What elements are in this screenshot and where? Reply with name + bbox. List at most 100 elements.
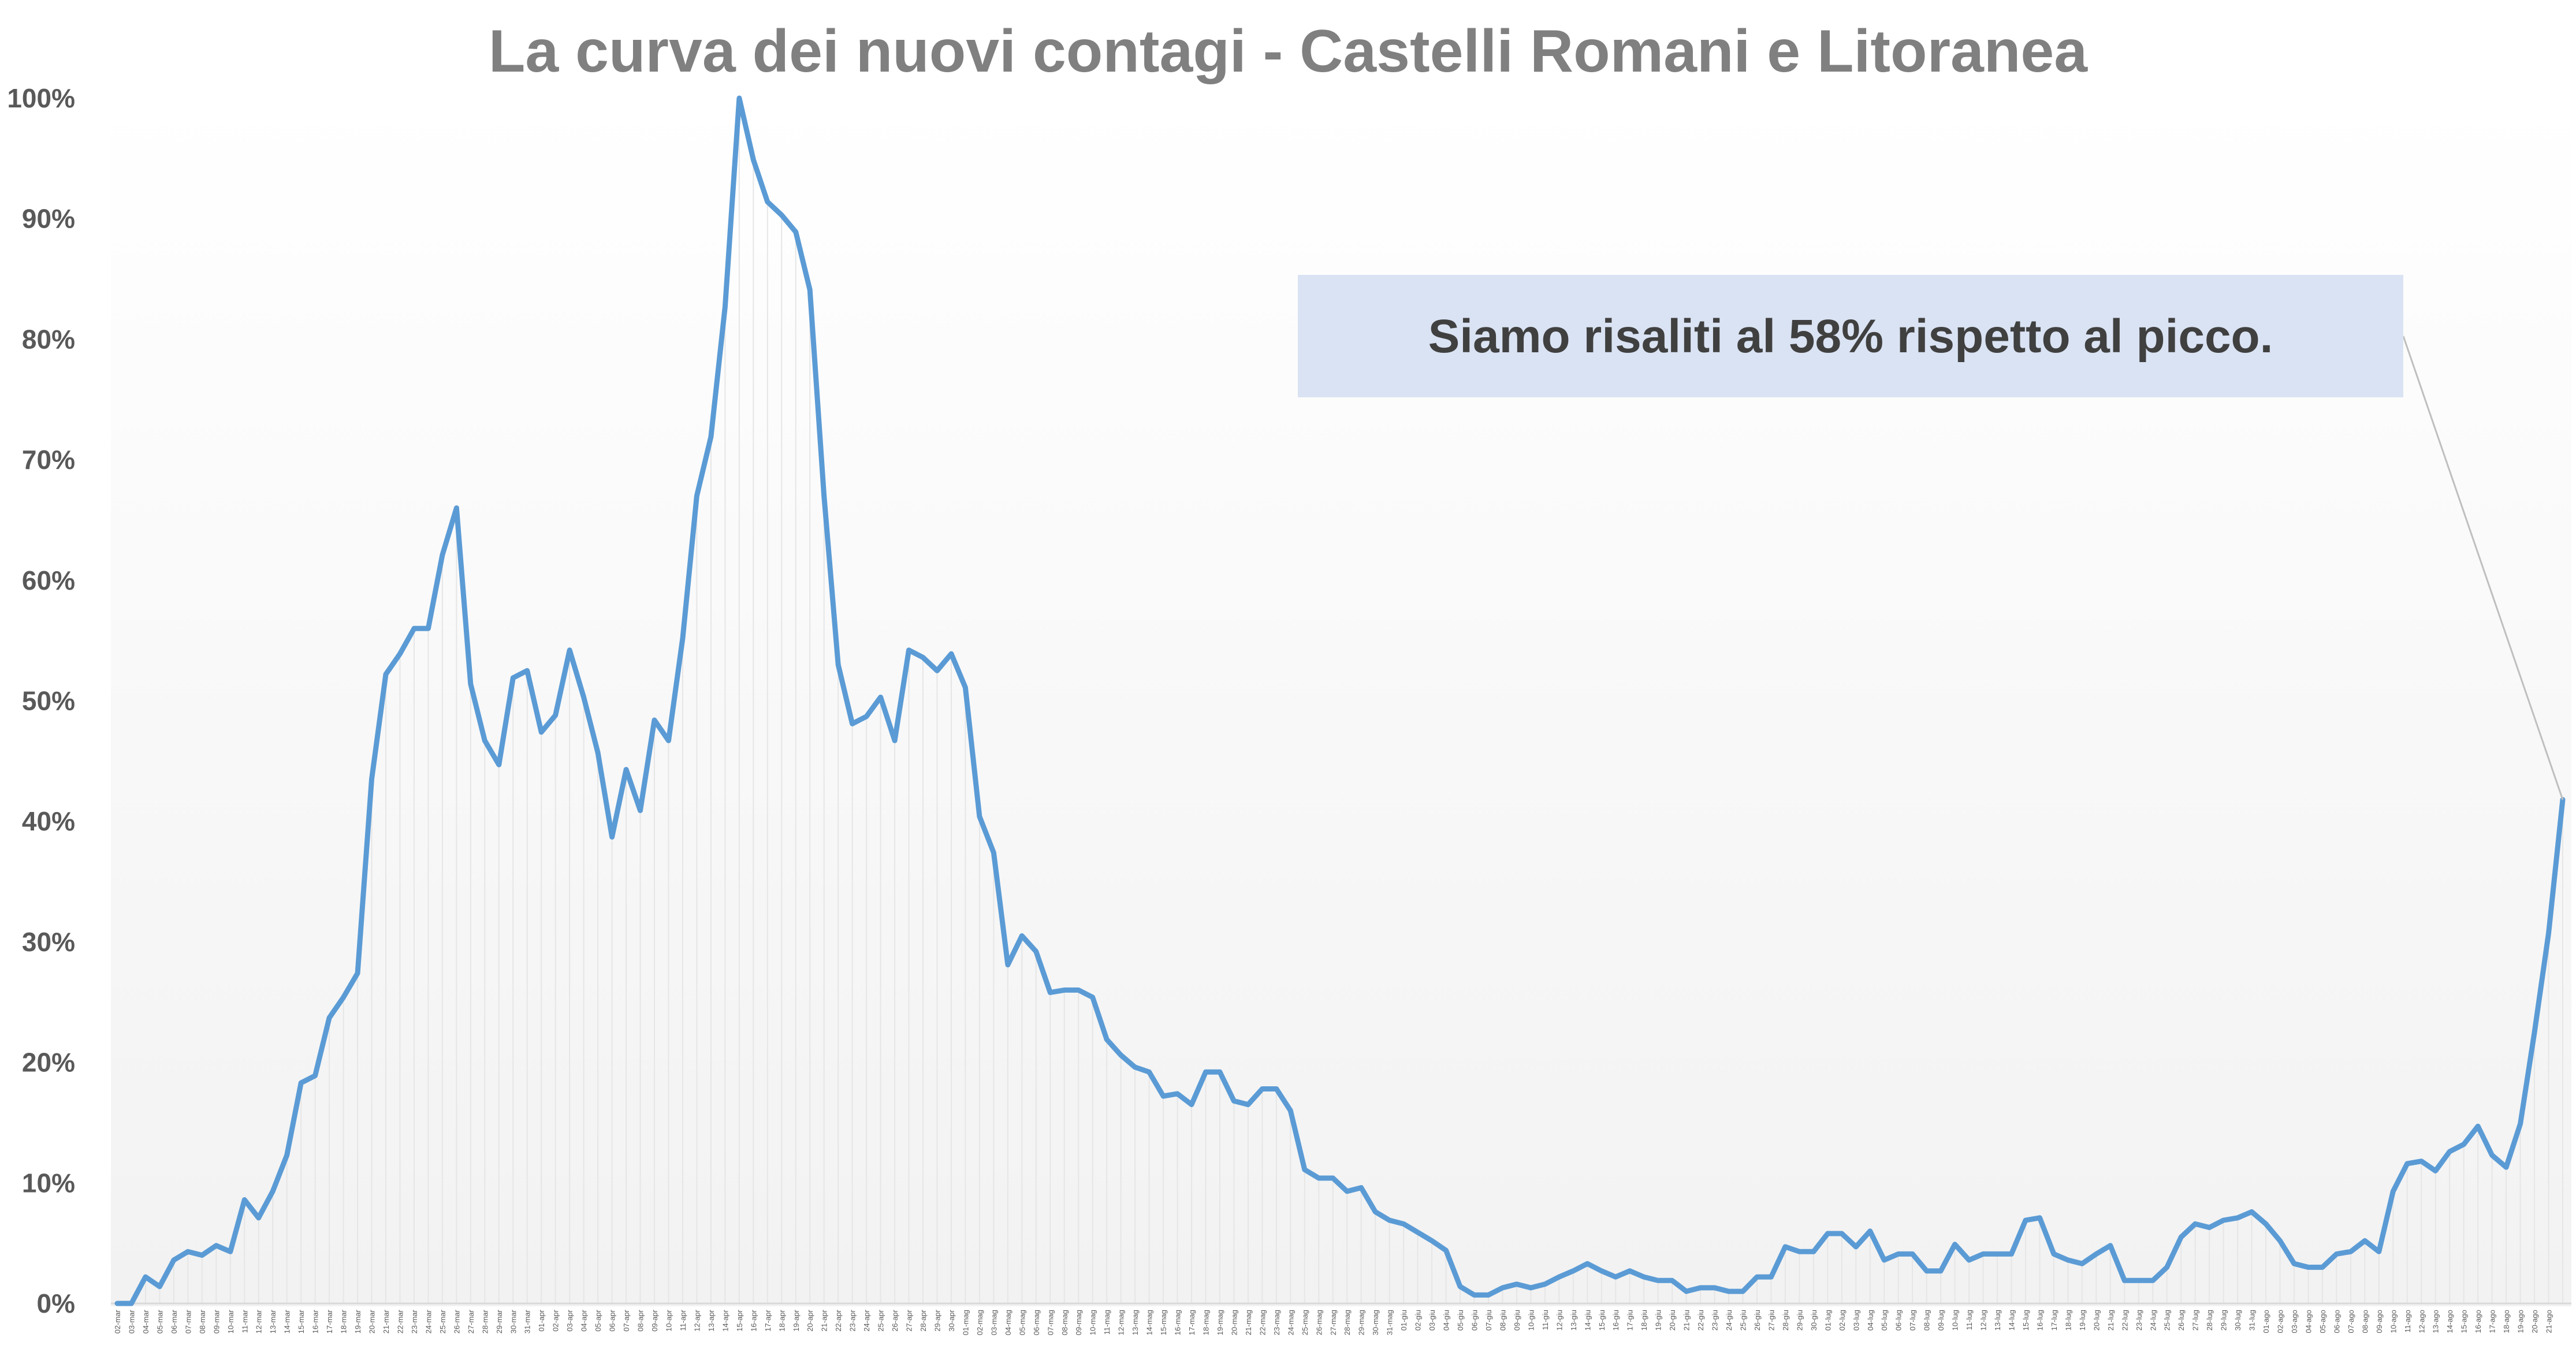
x-tick-label: 08-lug — [1923, 1310, 1931, 1331]
x-tick-label: 06-mar — [170, 1309, 178, 1333]
annotation-text: Siamo risaliti al 58% rispetto al picco. — [1428, 310, 2273, 363]
x-tick-label: 16-giu — [1611, 1310, 1620, 1331]
x-tick-label: 22-mag — [1258, 1310, 1267, 1335]
x-tick-label: 19-mag — [1216, 1310, 1224, 1335]
x-tick-label: 04-ago — [2304, 1310, 2313, 1333]
x-tick-label: 14-apr — [721, 1309, 729, 1331]
x-tick-label: 02-giu — [1414, 1310, 1423, 1331]
x-tick-label: 07-mag — [1046, 1310, 1055, 1335]
x-tick-label: 14-ago — [2445, 1310, 2454, 1333]
x-tick-label: 17-mag — [1188, 1310, 1196, 1335]
x-tick-label: 03-giu — [1428, 1310, 1436, 1331]
x-tick-label: 08-mag — [1060, 1310, 1069, 1335]
x-tick-label: 19-mar — [353, 1309, 362, 1333]
x-tick-label: 04-mag — [1004, 1310, 1012, 1335]
x-tick-label: 09-mag — [1074, 1310, 1083, 1335]
x-tick-label: 27-mar — [467, 1309, 475, 1333]
callout-leader — [2402, 336, 2564, 800]
y-tick-label: 50% — [22, 686, 75, 716]
x-tick-label: 10-apr — [664, 1309, 673, 1331]
x-tick-label: 21-lug — [2106, 1310, 2115, 1331]
x-tick-label: 17-mar — [325, 1309, 334, 1333]
x-tick-label: 16-ago — [2474, 1310, 2482, 1333]
x-tick-label: 11-giu — [1541, 1310, 1550, 1330]
x-tick-label: 03-lug — [1852, 1310, 1860, 1331]
x-tick-label: 25-mag — [1301, 1310, 1309, 1335]
x-tick-label: 21-apr — [820, 1309, 829, 1331]
x-tick-label: 19-lug — [2078, 1310, 2087, 1331]
y-tick-label: 0% — [37, 1288, 75, 1318]
x-tick-label: 14-giu — [1583, 1310, 1592, 1331]
x-tick-label: 13-mag — [1131, 1310, 1140, 1335]
x-tick-label: 06-ago — [2332, 1310, 2341, 1333]
x-tick-label: 01-mag — [961, 1310, 970, 1335]
x-tick-label: 30-apr — [947, 1309, 956, 1331]
x-tick-label: 04-giu — [1442, 1310, 1451, 1331]
x-tick-label: 22-giu — [1696, 1310, 1705, 1331]
x-tick-label: 09-ago — [2375, 1310, 2384, 1333]
x-tick-label: 16-apr — [749, 1309, 758, 1331]
x-tick-label: 24-mag — [1286, 1310, 1295, 1335]
x-tick-label: 22-lug — [2120, 1310, 2129, 1331]
x-tick-label: 23-mar — [410, 1309, 419, 1333]
x-tick-label: 01-lug — [1823, 1310, 1832, 1331]
x-tick-label: 29-apr — [933, 1309, 941, 1331]
x-tick-label: 25-apr — [877, 1309, 885, 1331]
x-tick-label: 19-giu — [1654, 1310, 1663, 1331]
x-tick-label: 30-mag — [1371, 1310, 1380, 1335]
x-tick-label: 26-apr — [891, 1309, 899, 1331]
x-tick-label: 11-lug — [1965, 1310, 1974, 1330]
y-tick-label: 80% — [22, 324, 75, 354]
x-tick-label: 21-ago — [2545, 1310, 2553, 1333]
x-tick-label: 26-mar — [452, 1309, 461, 1333]
x-tick-label: 01-ago — [2262, 1310, 2270, 1333]
x-tick-label: 14-mag — [1145, 1310, 1154, 1335]
x-tick-label: 02-ago — [2276, 1310, 2285, 1333]
x-tick-label: 25-giu — [1739, 1310, 1748, 1331]
x-tick-label: 27-giu — [1767, 1310, 1775, 1331]
x-tick-label: 08-ago — [2361, 1310, 2369, 1333]
x-tick-label: 05-mag — [1018, 1310, 1026, 1335]
x-tick-label: 19-ago — [2517, 1310, 2525, 1333]
y-tick-label: 90% — [22, 204, 75, 234]
x-tick-label: 07-ago — [2347, 1310, 2355, 1333]
x-tick-label: 19-apr — [792, 1309, 801, 1331]
x-tick-label: 24-apr — [862, 1309, 871, 1331]
x-tick-label: 15-mar — [297, 1309, 306, 1333]
x-tick-label: 20-ago — [2530, 1310, 2539, 1333]
x-tick-label: 26-giu — [1753, 1310, 1762, 1331]
x-tick-label: 13-mar — [269, 1309, 277, 1333]
x-tick-label: 15-mag — [1159, 1310, 1168, 1335]
x-tick-label: 15-apr — [735, 1309, 744, 1331]
x-tick-label: 10-lug — [1951, 1310, 1960, 1331]
x-tick-label: 05-mar — [155, 1309, 164, 1333]
x-tick-label: 26-lug — [2177, 1310, 2186, 1331]
x-tick-label: 18-mar — [340, 1309, 348, 1333]
x-tick-label: 23-mag — [1272, 1310, 1281, 1335]
x-tick-label: 15-lug — [2022, 1310, 2030, 1331]
x-tick-label: 12-mar — [255, 1309, 263, 1333]
x-tick-label: 02-mag — [976, 1310, 984, 1335]
x-tick-label: 13-apr — [707, 1309, 716, 1331]
x-tick-label: 29-mar — [495, 1309, 504, 1333]
x-tick-label: 16-mar — [311, 1309, 320, 1333]
x-tick-label: 23-apr — [848, 1309, 857, 1331]
x-tick-label: 03-mar — [127, 1309, 136, 1333]
x-tick-label: 29-lug — [2220, 1310, 2228, 1331]
x-tick-label: 08-mar — [198, 1309, 207, 1333]
x-tick-label: 11-apr — [679, 1309, 687, 1331]
x-tick-label: 02-apr — [552, 1309, 560, 1331]
x-tick-label: 04-apr — [580, 1309, 589, 1331]
x-tick-label: 17-ago — [2488, 1310, 2497, 1333]
x-tick-label: 31-mar — [523, 1309, 532, 1333]
x-tick-label: 21-mar — [382, 1309, 390, 1333]
y-tick-label: 20% — [22, 1048, 75, 1078]
x-tick-label: 06-giu — [1471, 1310, 1479, 1331]
x-tick-label: 04-mar — [142, 1309, 150, 1333]
x-tick-label: 18-lug — [2064, 1310, 2072, 1331]
x-tick-label: 01-giu — [1399, 1310, 1408, 1331]
x-tick-label: 30-lug — [2233, 1310, 2242, 1331]
x-tick-label: 28-giu — [1781, 1310, 1790, 1331]
x-tick-label: 08-apr — [636, 1309, 645, 1331]
